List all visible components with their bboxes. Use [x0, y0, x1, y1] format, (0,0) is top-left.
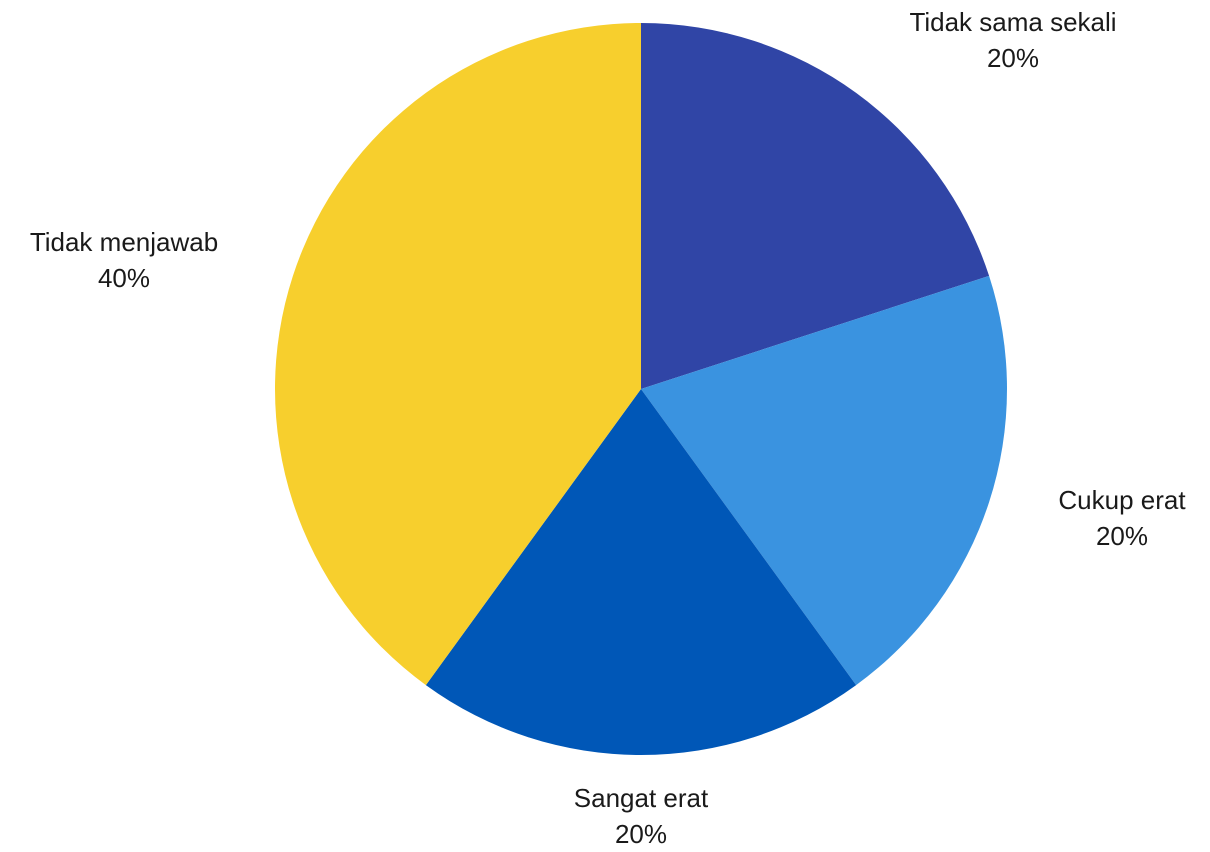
pie-slice-tidak-sama-sekali [641, 23, 990, 389]
pie-slice-sangat-erat [425, 389, 857, 756]
slice-label-value: 40% [97, 263, 151, 293]
slice-label-value: 20% [614, 819, 668, 849]
slice-label: Tidak menjawab 40% [30, 224, 218, 296]
slice-label-value: 20% [1095, 521, 1149, 551]
slice-label-name: Tidak sama sekali [909, 7, 1117, 37]
pie-slice-tidak-menjawab [274, 23, 641, 686]
pie-slice-cukup-erat [641, 275, 1008, 686]
slice-label-name: Sangat erat [573, 783, 709, 813]
slice-label: Tidak sama sekali 20% [909, 4, 1116, 76]
slice-label: Sangat erat 20% [574, 780, 708, 852]
slice-label-name: Tidak menjawab [29, 227, 219, 257]
slice-label: Cukup erat 20% [1058, 482, 1185, 554]
slice-label-name: Cukup erat [1058, 485, 1186, 515]
slice-label-value: 20% [986, 43, 1040, 73]
